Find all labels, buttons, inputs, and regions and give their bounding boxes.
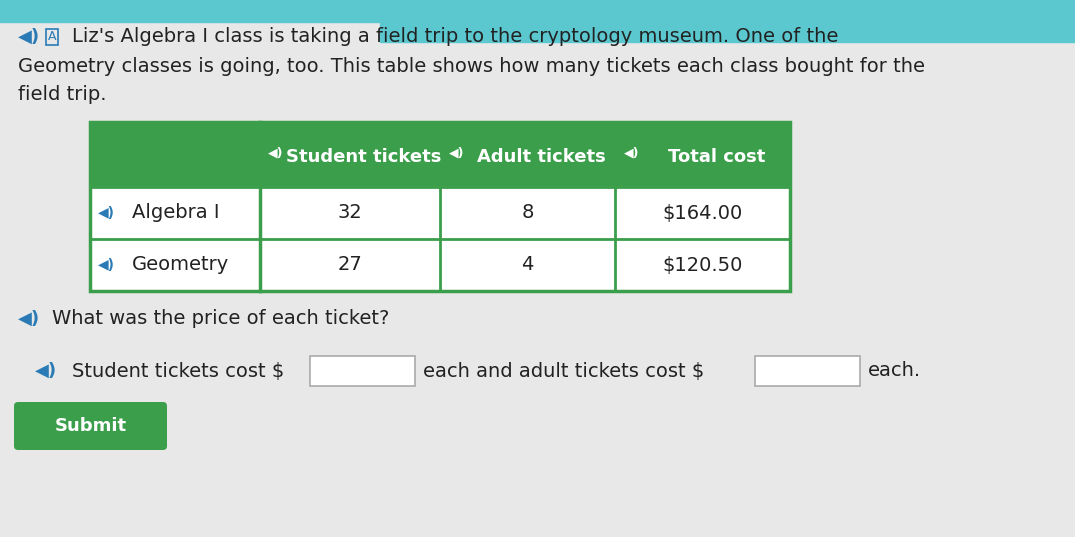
Text: ◀): ◀) [268, 146, 284, 159]
Bar [90, 239, 790, 291]
Bar [90, 122, 790, 187]
Text: 27: 27 [338, 256, 362, 274]
Text: ◀): ◀) [624, 146, 639, 159]
Text: field trip.: field trip. [18, 84, 106, 104]
Text: ◀): ◀) [98, 206, 115, 220]
Text: 8: 8 [521, 204, 533, 222]
Bar [90, 187, 790, 239]
Text: ◀): ◀) [18, 310, 40, 328]
Text: each.: each. [868, 361, 921, 381]
Text: ◀): ◀) [18, 28, 40, 46]
Text: ◀): ◀) [98, 258, 115, 272]
Text: Total cost: Total cost [668, 148, 765, 165]
Text: A: A [47, 31, 56, 43]
Text: ◀): ◀) [35, 362, 57, 380]
Text: Submit: Submit [55, 417, 127, 435]
Text: each and adult tickets cost $: each and adult tickets cost $ [422, 361, 704, 381]
Bar [310, 356, 415, 386]
Text: $120.50: $120.50 [662, 256, 743, 274]
Polygon shape [0, 0, 1075, 22]
Bar [90, 122, 790, 291]
Text: Student tickets: Student tickets [286, 148, 442, 165]
Text: 32: 32 [338, 204, 362, 222]
Text: $164.00: $164.00 [662, 204, 743, 222]
Text: Adult tickets: Adult tickets [477, 148, 606, 165]
Text: 4: 4 [521, 256, 533, 274]
Text: Geometry classes is going, too. This table shows how many tickets each class bou: Geometry classes is going, too. This tab… [18, 57, 924, 76]
Text: Liz's Algebra I class is taking a field trip to the cryptology museum. One of th: Liz's Algebra I class is taking a field … [72, 27, 839, 47]
Text: Algebra I: Algebra I [132, 204, 219, 222]
Text: What was the price of each ticket?: What was the price of each ticket? [52, 309, 389, 329]
Polygon shape [379, 22, 1075, 42]
Text: Geometry: Geometry [132, 256, 229, 274]
FancyBboxPatch shape [14, 402, 167, 450]
Bar [755, 356, 860, 386]
Text: ◀): ◀) [448, 146, 464, 159]
Text: Student tickets cost $: Student tickets cost $ [72, 361, 284, 381]
